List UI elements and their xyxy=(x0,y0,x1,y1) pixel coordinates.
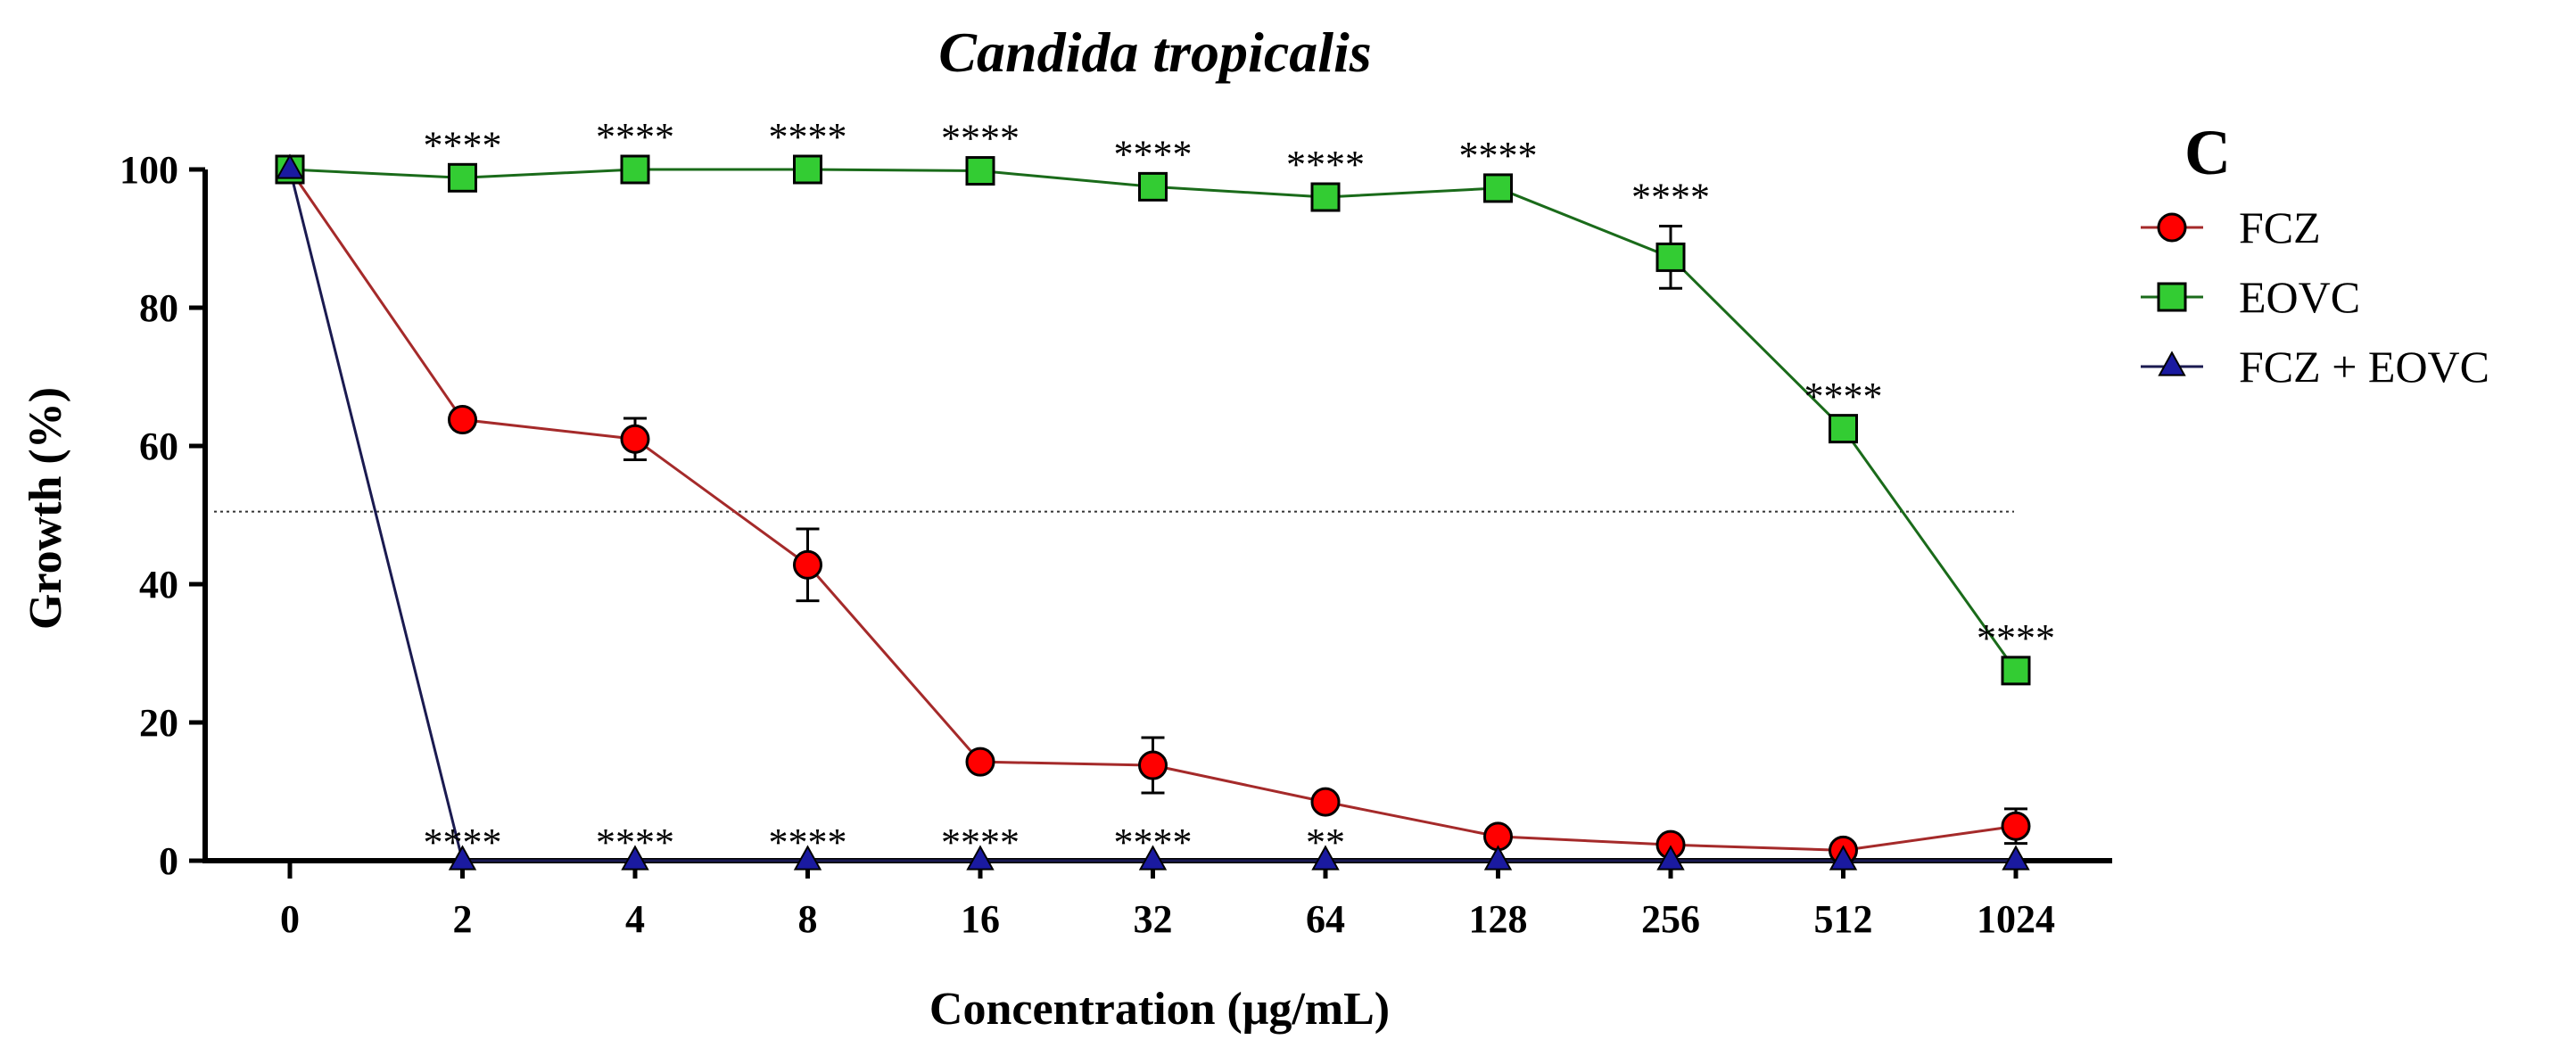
eovc-point xyxy=(793,154,822,185)
y-axis-title: Growth (%) xyxy=(21,387,71,630)
fcz-eovc-point xyxy=(1656,845,1685,871)
fcz-point xyxy=(965,747,995,777)
eovc-significance-label: **** xyxy=(1286,143,1365,186)
eovc-point xyxy=(965,156,995,186)
eovc-point xyxy=(1310,182,1341,212)
eovc-point xyxy=(1138,171,1168,202)
fcz-point xyxy=(1138,750,1168,780)
fcz-eovc-point xyxy=(2002,845,2030,871)
eovc-significance-label: **** xyxy=(1114,133,1193,177)
eovc-point xyxy=(448,162,477,193)
eovc-point xyxy=(1483,173,1513,203)
x-tick-label: 16 xyxy=(961,897,1000,941)
x-axis-title: Concentration (μg/mL) xyxy=(929,984,1390,1035)
fcz-point xyxy=(620,424,650,454)
fcz-eovc-significance-label: **** xyxy=(769,821,847,864)
fcz-eovc-point xyxy=(1138,845,1168,871)
fcz-eovc-significance-label: ** xyxy=(1306,821,1345,864)
fcz-point xyxy=(2001,811,2031,841)
legend-label-fcz: FCZ xyxy=(2239,202,2321,252)
y-tick-label: 0 xyxy=(159,839,178,883)
y-tick-label: 80 xyxy=(139,286,178,330)
fcz-point xyxy=(793,549,822,580)
eovc-significance-label: **** xyxy=(424,123,502,167)
fcz-point xyxy=(1310,787,1341,817)
legend: FCZ EOVC FCZ + EOVC xyxy=(2141,202,2489,392)
fcz-eovc-significance-label: **** xyxy=(941,821,1020,864)
y-tick-label: 60 xyxy=(139,425,178,468)
fcz-eovc-point xyxy=(966,845,995,871)
x-tick-label: 64 xyxy=(1306,897,1345,941)
y-tick-label: 20 xyxy=(139,701,178,745)
panel-label: C xyxy=(2184,117,2231,188)
legend-label-eovc: EOVC xyxy=(2239,272,2360,322)
eovc-significance-label: **** xyxy=(1631,176,1710,219)
x-tick-label: 256 xyxy=(1641,897,1700,941)
fcz-eovc-significance-label: **** xyxy=(1114,821,1193,864)
eovc-point xyxy=(1655,242,1686,272)
fcz-eovc-point xyxy=(621,845,649,871)
fcz-eovc-significance-label: **** xyxy=(424,821,502,864)
eovc-significance-label: **** xyxy=(596,115,674,159)
eovc-significance-label: **** xyxy=(1977,616,2055,660)
fcz-eovc-point xyxy=(276,153,304,179)
y-tick-label: 100 xyxy=(120,148,178,192)
x-tick-label: 512 xyxy=(1814,897,1873,941)
y-tick-label: 40 xyxy=(139,563,178,607)
fcz-eovc-point xyxy=(1311,845,1340,871)
legend-label-fcz-eovc: FCZ + EOVC xyxy=(2239,342,2489,392)
fcz-eovc-point xyxy=(448,845,477,871)
eovc-point xyxy=(1829,414,1858,444)
eovc-significance-label: **** xyxy=(769,115,847,159)
x-tick-label: 2 xyxy=(453,897,473,941)
fcz-eovc-point xyxy=(1483,845,1513,871)
legend-marker-fcz xyxy=(2157,212,2187,243)
fcz-eovc-point xyxy=(1829,845,1858,871)
fcz-eovc-point xyxy=(793,845,822,871)
eovc-series-line xyxy=(289,168,2018,672)
eovc-significance-label: **** xyxy=(1804,375,1883,418)
eovc-point xyxy=(2001,656,2031,686)
x-tick-label: 1024 xyxy=(1977,897,2055,941)
legend-marker-eovc xyxy=(2157,282,2187,312)
x-tick-label: 0 xyxy=(280,897,300,941)
x-tick-label: 32 xyxy=(1134,897,1173,941)
eovc-significance-label: **** xyxy=(1459,134,1538,177)
fcz-eovc-significance-label: **** xyxy=(596,821,674,864)
eovc-point xyxy=(620,154,650,185)
fcz-point xyxy=(448,405,477,435)
x-tick-label: 8 xyxy=(798,897,818,941)
legend-marker-fcz-eovc xyxy=(2158,351,2186,376)
x-tick-label: 128 xyxy=(1469,897,1528,941)
x-tick-label: 4 xyxy=(625,897,645,941)
chart-title: Candida tropicalis xyxy=(938,21,1371,84)
eovc-significance-label: **** xyxy=(941,117,1020,161)
